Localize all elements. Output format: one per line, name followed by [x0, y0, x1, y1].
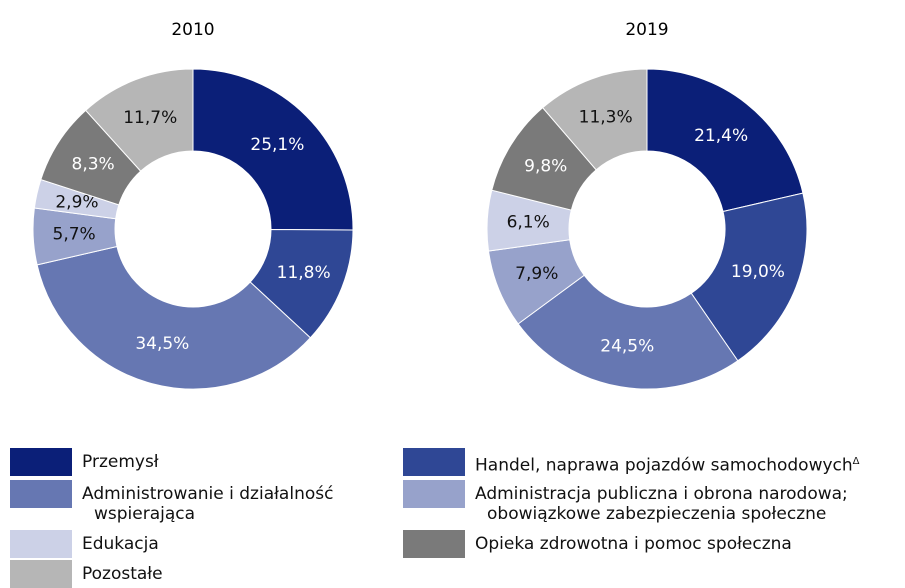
donut-segment	[192, 68, 354, 231]
legend-label: Opieka zdrowotna i pomoc społeczna	[475, 534, 905, 554]
legend-label: Edukacja	[82, 534, 384, 554]
legend-text: Administracja publiczna i obrona narodow…	[475, 484, 848, 524]
chart-title: 2019	[625, 20, 668, 40]
legend-text: Administrowanie i działalność wspierając…	[82, 484, 334, 524]
value-label: 6,1%	[507, 213, 550, 233]
legend-item: Opieka zdrowotna i pomoc społeczna	[403, 530, 905, 558]
legend-swatch	[10, 448, 72, 476]
legend-text: Pozostałe	[82, 564, 163, 584]
legend-label: Handel, naprawa pojazdów samochodowychΔ	[475, 452, 905, 476]
value-label: 11,8%	[277, 263, 331, 283]
donut-segment	[36, 245, 312, 390]
legend-item: Handel, naprawa pojazdów samochodowychΔ	[403, 448, 905, 476]
legend-text: Handel, naprawa pojazdów samochodowych	[475, 455, 853, 476]
legend-label: Administracja publiczna i obrona narodow…	[475, 484, 905, 524]
legend-swatch	[10, 480, 72, 508]
chart-title: 2010	[171, 20, 214, 40]
value-label: 11,3%	[579, 107, 633, 127]
legend-swatch	[403, 530, 465, 558]
donut-segment	[690, 192, 808, 362]
value-label: 34,5%	[135, 334, 189, 354]
value-label: 8,3%	[72, 154, 115, 174]
legend-label: Administrowanie i działalność wspierając…	[82, 484, 384, 524]
donut-segment	[84, 68, 194, 172]
legend-label: Pozostałe	[82, 564, 384, 584]
donut-segment	[542, 68, 648, 171]
legend-swatch	[403, 480, 465, 508]
legend-item: Edukacja	[10, 530, 384, 558]
value-label: 5,7%	[53, 225, 96, 245]
legend-item: Pozostałe	[10, 560, 384, 588]
value-label: 25,1%	[250, 135, 304, 155]
value-label: 9,8%	[524, 157, 567, 177]
value-label: 7,9%	[515, 264, 558, 284]
legend-note: Δ	[852, 456, 860, 467]
legend-label: Przemysł	[82, 452, 384, 472]
legend-swatch	[10, 530, 72, 558]
donut-segment	[646, 68, 804, 213]
legend-text: Opieka zdrowotna i pomoc społeczna	[475, 534, 792, 554]
donut-segment	[517, 274, 739, 390]
legend-text: Przemysł	[82, 452, 159, 472]
legend-swatch	[10, 560, 72, 588]
value-label: 11,7%	[123, 108, 177, 128]
legend-item: Administrowanie i działalność wspierając…	[10, 480, 384, 524]
value-label: 24,5%	[600, 336, 654, 356]
legend-item: Administracja publiczna i obrona narodow…	[403, 480, 905, 524]
charts: 2010 25,1% 11,8% 34,5% 5,7% 2,9% 8,3% 11,7% 2019…	[32, 20, 808, 390]
value-label: 21,4%	[694, 126, 748, 146]
legend-item: Przemysł	[10, 448, 384, 476]
legend-text: Edukacja	[82, 534, 159, 554]
value-label: 19,0%	[731, 262, 785, 282]
value-label: 2,9%	[55, 193, 98, 213]
legend-swatch	[403, 448, 465, 476]
